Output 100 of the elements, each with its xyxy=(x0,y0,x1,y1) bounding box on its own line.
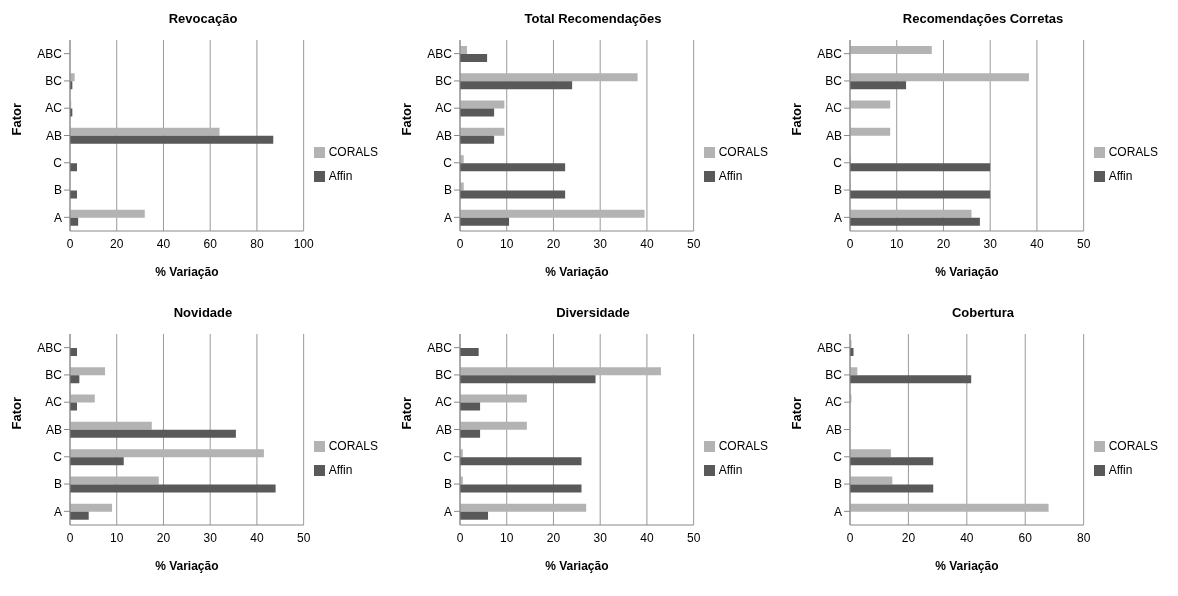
x-tick-label: 30 xyxy=(203,530,218,545)
y-axis-title: Fator xyxy=(8,103,24,136)
y-axis-title: Fator xyxy=(788,103,804,136)
x-tick-label: 40 xyxy=(960,530,974,545)
y-tick-label: ABC xyxy=(817,46,843,61)
x-tick-label: 40 xyxy=(250,530,264,545)
x-axis-title: % Variação xyxy=(545,559,609,573)
x-tick-label: 20 xyxy=(936,236,951,251)
y-axis-title: Fator xyxy=(398,397,414,430)
y-tick-label: AC xyxy=(435,101,453,116)
y-tick-label: A xyxy=(833,210,842,225)
y-axis-title: Fator xyxy=(788,397,804,430)
chart-title: Recomendações Corretas xyxy=(901,10,1065,28)
x-axis-title: % Variação xyxy=(935,265,999,279)
x-axis-title: % Variação xyxy=(155,559,219,573)
y-tick-label: C xyxy=(443,450,453,465)
x-tick-label: 50 xyxy=(1076,236,1091,251)
y-tick-label: ABC xyxy=(427,46,453,61)
x-tick-label: 0 xyxy=(846,530,854,545)
legend-label: CORALS xyxy=(328,439,378,453)
y-tick-label: A xyxy=(53,504,62,519)
x-tick-label: 40 xyxy=(640,530,654,545)
legend-label: CORALS xyxy=(1108,145,1158,159)
y-tick-label: B xyxy=(53,477,62,492)
y-tick-label: A xyxy=(833,504,842,519)
y-tick-label: C xyxy=(833,450,843,465)
y-tick-label: AC xyxy=(45,395,63,410)
x-tick-label: 10 xyxy=(500,236,514,251)
chart-title: Novidade xyxy=(172,304,234,322)
chart-title: Total Recomendações xyxy=(523,10,663,28)
legend-label: Affin xyxy=(328,169,353,183)
y-tick-label: AB xyxy=(435,422,452,437)
x-tick-label: 40 xyxy=(640,236,654,251)
x-tick-label: 20 xyxy=(156,530,171,545)
chart-title: Revocação xyxy=(167,10,239,28)
y-tick-label: B xyxy=(443,477,452,492)
x-tick-label: 50 xyxy=(296,530,311,545)
chart-title: Diversidade xyxy=(555,304,631,322)
x-tick-label: 40 xyxy=(1030,236,1044,251)
y-tick-label: BC xyxy=(825,368,843,383)
x-axis-title: % Variação xyxy=(155,265,219,279)
x-axis-title: % Variação xyxy=(545,265,609,279)
y-axis-title: Fator xyxy=(8,397,24,430)
x-tick-label: 20 xyxy=(901,530,916,545)
x-tick-label: 30 xyxy=(593,530,608,545)
x-tick-label: 50 xyxy=(686,236,701,251)
legend-label: CORALS xyxy=(328,145,378,159)
y-tick-label: ABC xyxy=(37,46,63,61)
y-tick-label: A xyxy=(53,210,62,225)
x-tick-label: 10 xyxy=(110,530,124,545)
x-tick-label: 30 xyxy=(593,236,608,251)
legend-label: CORALS xyxy=(1108,439,1158,453)
y-tick-label: BC xyxy=(435,368,453,383)
x-tick-label: 80 xyxy=(1076,530,1091,545)
x-tick-label: 0 xyxy=(66,530,74,545)
y-tick-label: AC xyxy=(45,101,63,116)
legend-label: CORALS xyxy=(718,439,768,453)
y-tick-label: ABC xyxy=(37,340,63,355)
x-tick-label: 0 xyxy=(66,236,74,251)
legend-label: Affin xyxy=(328,463,353,477)
legend-label: CORALS xyxy=(718,145,768,159)
y-tick-label: B xyxy=(443,183,452,198)
x-axis-title: % Variação xyxy=(935,559,999,573)
legend-label: Affin xyxy=(718,169,743,183)
x-tick-label: 20 xyxy=(546,236,561,251)
y-tick-label: BC xyxy=(825,74,843,89)
x-tick-label: 10 xyxy=(500,530,514,545)
legend-label: Affin xyxy=(718,463,743,477)
y-tick-label: B xyxy=(833,183,842,198)
y-tick-label: A xyxy=(443,210,452,225)
x-tick-label: 60 xyxy=(1018,530,1033,545)
x-tick-label: 20 xyxy=(546,530,561,545)
y-tick-label: ABC xyxy=(817,340,843,355)
y-tick-label: ABC xyxy=(427,340,453,355)
y-tick-label: AB xyxy=(825,128,842,143)
x-tick-label: 100 xyxy=(293,236,314,251)
y-tick-label: AB xyxy=(45,128,62,143)
y-tick-label: C xyxy=(833,156,843,171)
y-tick-label: AC xyxy=(435,395,453,410)
y-tick-label: BC xyxy=(435,74,453,89)
x-tick-label: 0 xyxy=(846,236,854,251)
y-tick-label: BC xyxy=(45,74,63,89)
y-axis-title: Fator xyxy=(398,103,414,136)
y-tick-label: AB xyxy=(435,128,452,143)
y-tick-label: C xyxy=(53,450,63,465)
y-tick-label: AB xyxy=(45,422,62,437)
y-tick-label: B xyxy=(53,183,62,198)
y-tick-label: BC xyxy=(45,368,63,383)
chart-title: Cobertura xyxy=(950,304,1016,322)
x-tick-label: 50 xyxy=(686,530,701,545)
y-tick-label: AC xyxy=(825,395,843,410)
x-tick-label: 80 xyxy=(250,236,264,251)
x-tick-label: 40 xyxy=(156,236,171,251)
y-tick-label: B xyxy=(833,477,842,492)
x-tick-label: 60 xyxy=(203,236,218,251)
x-tick-label: 0 xyxy=(456,236,464,251)
x-tick-label: 20 xyxy=(110,236,124,251)
legend-label: Affin xyxy=(1108,463,1133,477)
x-tick-label: 30 xyxy=(983,236,998,251)
y-tick-label: C xyxy=(443,156,453,171)
